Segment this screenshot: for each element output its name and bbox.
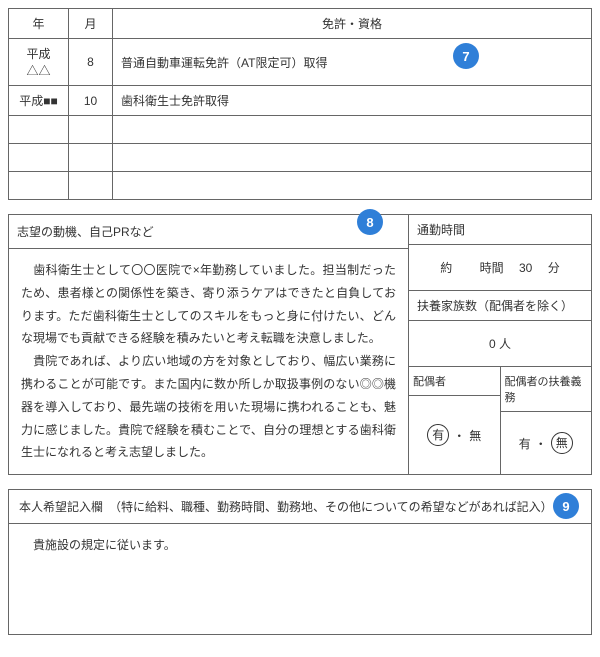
spouse-no: 無 bbox=[469, 427, 481, 444]
motivation-body: 歯科衛生士として〇〇医院で×年勤務していました。担当制だったため、患者様との関係… bbox=[9, 249, 408, 474]
commute-label: 通勤時間 bbox=[409, 215, 591, 245]
wishes-heading: 本人希望記入欄 （特に給料、職種、勤務時間、勤務地、その他についての希望などがあ… bbox=[19, 500, 553, 514]
licenses-section: 年 月 免許・資格 平成△△ 8 普通自動車運転免許（AT限定可）取得 7 平成… bbox=[8, 8, 592, 200]
wishes-body: 貴施設の規定に従います。 bbox=[9, 524, 591, 634]
dependents-label: 扶養家族数（配偶者を除く） bbox=[409, 291, 591, 321]
col-year: 年 bbox=[9, 9, 69, 39]
spouse-duty-no: 無 bbox=[551, 432, 573, 454]
motivation-section: 志望の動機、自己PRなど 8 歯科衛生士として〇〇医院で×年勤務していました。担… bbox=[8, 214, 592, 475]
about-label: 約 bbox=[440, 261, 452, 275]
dependents-value-cell: 0 人 bbox=[409, 321, 591, 367]
cell-month: 8 bbox=[69, 39, 113, 86]
motivation-heading: 志望の動機、自己PRなど bbox=[17, 225, 154, 239]
licenses-header-row: 年 月 免許・資格 bbox=[9, 9, 592, 39]
cell-content: 普通自動車運転免許（AT限定可）取得 7 bbox=[113, 39, 592, 86]
minute-label: 分 bbox=[548, 261, 560, 275]
badge-9: 9 bbox=[553, 493, 579, 519]
spouse-cell: 配偶者 有 ・ 無 bbox=[409, 367, 501, 474]
cell-year: 平成△△ bbox=[9, 39, 69, 86]
spouse-duty-value: 有 ・ 無 bbox=[501, 412, 592, 474]
minute-value: 30 bbox=[519, 261, 532, 275]
sep: ・ bbox=[535, 435, 547, 452]
cell-month: 10 bbox=[69, 86, 113, 116]
table-row: 平成■■ 10 歯科衛生士免許取得 bbox=[9, 86, 592, 116]
table-row bbox=[9, 172, 592, 200]
dependents-value: 0 bbox=[489, 337, 496, 351]
wishes-heading-cell: 本人希望記入欄 （特に給料、職種、勤務時間、勤務地、その他についての希望などがあ… bbox=[9, 490, 591, 524]
col-title: 免許・資格 bbox=[113, 9, 592, 39]
table-row bbox=[9, 144, 592, 172]
spouse-value: 有 ・ 無 bbox=[409, 396, 500, 474]
spouse-duty-yes: 有 bbox=[519, 435, 531, 452]
badge-7: 7 bbox=[453, 43, 479, 69]
table-row: 平成△△ 8 普通自動車運転免許（AT限定可）取得 7 bbox=[9, 39, 592, 86]
spouse-duty-label: 配偶者の扶養義務 bbox=[501, 367, 592, 412]
side-column: 通勤時間 約 時間 30 分 扶養家族数（配偶者を除く） 0 人 配偶者 有 ・ bbox=[409, 215, 591, 474]
commute-value: 約 時間 30 分 bbox=[409, 245, 591, 291]
hour-label: 時間 bbox=[480, 261, 504, 275]
spouse-duty-cell: 配偶者の扶養義務 有 ・ 無 bbox=[501, 367, 592, 474]
motivation-para2: 貴院であれば、より広い地域の方を対象としており、幅広い業務に携わることが可能です… bbox=[21, 350, 396, 464]
wishes-section: 本人希望記入欄 （特に給料、職種、勤務時間、勤務地、その他についての希望などがあ… bbox=[8, 489, 592, 635]
motivation-para1: 歯科衛生士として〇〇医院で×年勤務していました。担当制だったため、患者様との関係… bbox=[21, 259, 396, 350]
badge-8: 8 bbox=[357, 209, 383, 235]
sep: ・ bbox=[453, 427, 465, 444]
license-text: 普通自動車運転免許（AT限定可）取得 bbox=[121, 56, 327, 70]
cell-year: 平成■■ bbox=[9, 86, 69, 116]
motivation-heading-cell: 志望の動機、自己PRなど 8 bbox=[9, 215, 408, 249]
table-row bbox=[9, 116, 592, 144]
spouse-label: 配偶者 bbox=[409, 367, 500, 396]
col-month: 月 bbox=[69, 9, 113, 39]
dependents-unit: 人 bbox=[499, 337, 511, 351]
motivation-left: 志望の動機、自己PRなど 8 歯科衛生士として〇〇医院で×年勤務していました。担… bbox=[9, 215, 409, 474]
cell-content: 歯科衛生士免許取得 bbox=[113, 86, 592, 116]
spouse-yes: 有 bbox=[427, 424, 449, 446]
licenses-table: 年 月 免許・資格 平成△△ 8 普通自動車運転免許（AT限定可）取得 7 平成… bbox=[8, 8, 592, 200]
